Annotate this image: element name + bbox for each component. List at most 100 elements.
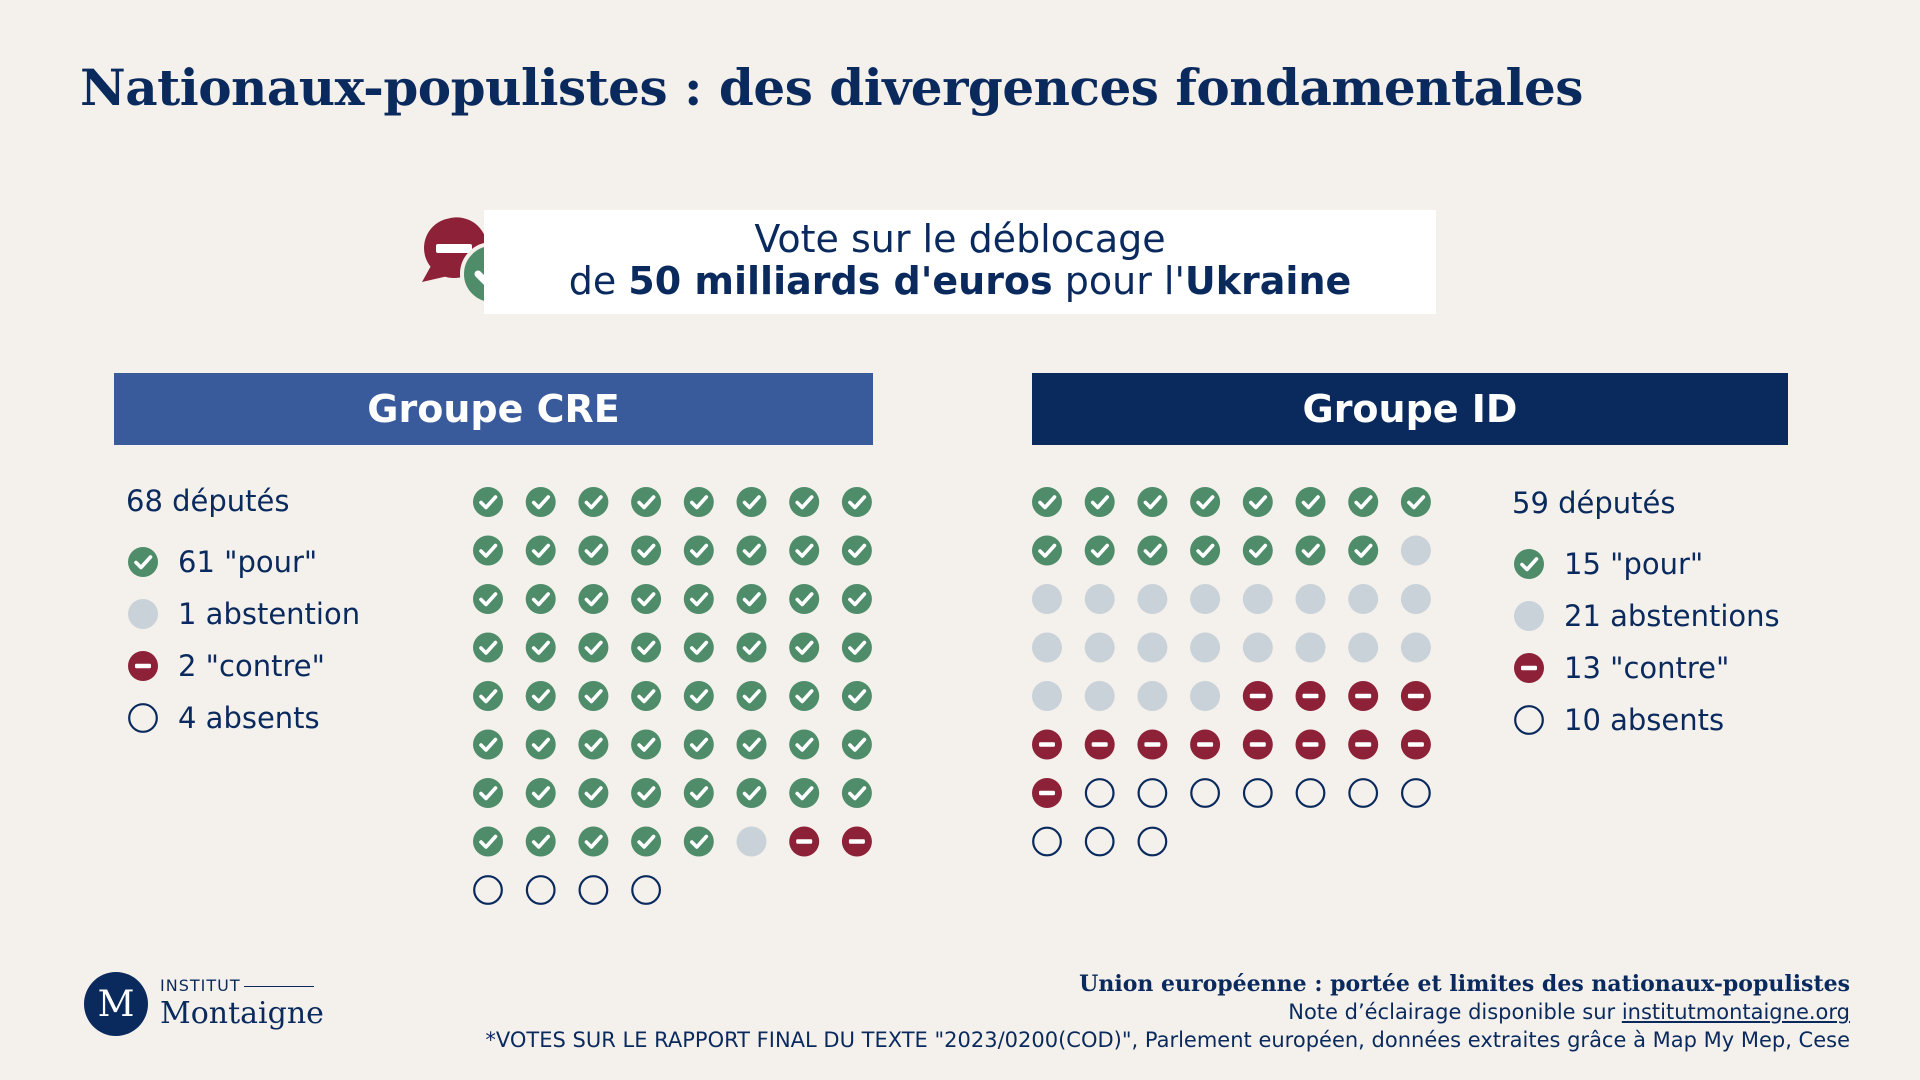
cre-legend-pour: 61 "pour"	[126, 536, 360, 588]
cre-vote-pour	[683, 826, 714, 857]
id-vote-abstention	[1295, 584, 1326, 614]
cre-vote-pour	[578, 632, 609, 663]
id-vote-absent	[1137, 778, 1168, 808]
id-vote-pour	[1137, 535, 1168, 566]
cre-vote-pour	[683, 729, 714, 760]
cre-vote-absent	[578, 875, 609, 905]
id-vote-pour	[1295, 535, 1326, 566]
cre-vote-pour	[631, 729, 662, 760]
cre-vote-pour	[736, 584, 767, 614]
footer-source-note: *VOTES SUR LE RAPPORT FINAL DU TEXTE "20…	[485, 1028, 1850, 1052]
cre-vote-pour	[631, 778, 662, 808]
id-vote-abstention	[1400, 535, 1431, 566]
cre-vote-pour	[525, 487, 556, 517]
cre-vote-pour	[473, 681, 503, 711]
cre-vote-pour	[578, 681, 609, 711]
id-vote-contre	[1190, 729, 1221, 760]
check-circle-icon	[128, 547, 158, 577]
id-vote-absent	[1295, 778, 1326, 808]
cre-total: 68 députés	[126, 484, 290, 518]
cre-vote-pour	[578, 778, 609, 808]
cre-vote-contre	[789, 826, 820, 857]
id-vote-abstention	[1032, 632, 1062, 663]
cre-vote-pour	[473, 826, 503, 857]
cre-vote-pour	[473, 729, 503, 760]
id-vote-pour	[1032, 535, 1062, 566]
group-id-header: Groupe ID	[1032, 373, 1788, 445]
cre-vote-pour	[525, 778, 556, 808]
cre-legend-absent: 4 absents	[126, 692, 360, 744]
cre-vote-pour	[473, 535, 503, 566]
id-vote-absent	[1084, 778, 1115, 808]
cre-vote-pour	[525, 632, 556, 663]
id-vote-contre	[1400, 681, 1431, 711]
footer-link[interactable]: institutmontaigne.org	[1621, 1000, 1850, 1024]
id-vote-absent	[1190, 778, 1221, 808]
cre-vote-pour	[789, 632, 820, 663]
id-vote-pour	[1348, 487, 1379, 517]
legend-swatch	[1514, 653, 1544, 683]
cre-legend: 68 députés 61 "pour" 1 abstention 2 "con…	[126, 484, 360, 744]
id-vote-absent	[1401, 778, 1431, 808]
logo-mark: M	[84, 972, 148, 1036]
footer-publication-title: Union européenne : portée et limites des…	[1079, 971, 1850, 997]
cre-vote-pour	[683, 632, 714, 663]
id-vote-abstention	[1137, 632, 1168, 663]
cre-vote-pour	[841, 681, 872, 711]
cre-vote-pour	[473, 632, 503, 663]
id-vote-abstention	[1084, 584, 1115, 614]
cre-vote-pour	[736, 778, 767, 808]
id-vote-absent	[1137, 826, 1168, 857]
vote-line-2: de 50 milliards d'euros pour l'Ukraine	[568, 259, 1352, 303]
institut-montaigne-logo: M INSTITUT Montaigne	[84, 972, 344, 1038]
footer-source: Union européenne : portée et limites des…	[485, 970, 1850, 1054]
cre-vote-pour	[736, 487, 767, 517]
id-vote-abstention	[1137, 681, 1168, 711]
legend-swatch	[128, 703, 158, 733]
grey-circle-icon	[128, 599, 158, 629]
cre-vote-pour	[473, 487, 503, 517]
id-vote-contre	[1242, 681, 1273, 711]
id-vote-abstention	[1032, 584, 1062, 614]
cre-vote-absent	[473, 875, 503, 905]
id-vote-contre	[1295, 681, 1326, 711]
id-vote-abstention	[1032, 681, 1062, 711]
id-vote-absent	[1032, 826, 1062, 857]
id-vote-abstention	[1348, 584, 1379, 614]
legend-swatch	[1514, 549, 1544, 579]
id-vote-contre	[1400, 729, 1431, 760]
cre-vote-pour	[841, 535, 872, 566]
id-legend-pour: 15 "pour"	[1512, 538, 1780, 590]
grey-circle-icon	[1514, 601, 1544, 631]
id-vote-contre	[1032, 729, 1062, 760]
logo-divider	[244, 986, 314, 987]
id-vote-pour	[1084, 535, 1115, 566]
id-vote-pour	[1032, 487, 1062, 517]
cre-vote-pour	[525, 584, 556, 614]
cre-vote-pour	[789, 584, 820, 614]
id-vote-abstention	[1084, 632, 1115, 663]
id-vote-abstention	[1242, 632, 1273, 663]
cre-vote-pour	[789, 729, 820, 760]
cre-waffle-chart	[473, 487, 872, 905]
vote-line-1: Vote sur le déblocage	[754, 217, 1166, 261]
id-vote-abstention	[1295, 632, 1326, 663]
id-vote-abstention	[1242, 584, 1273, 614]
legend-swatch	[128, 599, 158, 629]
cre-vote-pour	[841, 584, 872, 614]
cre-vote-pour	[473, 778, 503, 808]
cre-vote-contre	[841, 826, 872, 857]
id-vote-pour	[1137, 487, 1168, 517]
id-legend-absent: 10 absents	[1512, 694, 1780, 746]
cre-vote-pour	[683, 535, 714, 566]
cre-vote-pour	[789, 681, 820, 711]
cre-legend-contre: 2 "contre"	[126, 640, 360, 692]
check-circle-icon	[1514, 549, 1544, 579]
cre-vote-pour	[473, 584, 503, 614]
id-vote-abstention	[1137, 584, 1168, 614]
id-vote-contre	[1242, 729, 1273, 760]
id-total: 59 députés	[1512, 486, 1676, 520]
cre-vote-pour	[683, 584, 714, 614]
cre-vote-pour	[631, 487, 662, 517]
id-vote-pour	[1348, 535, 1379, 566]
